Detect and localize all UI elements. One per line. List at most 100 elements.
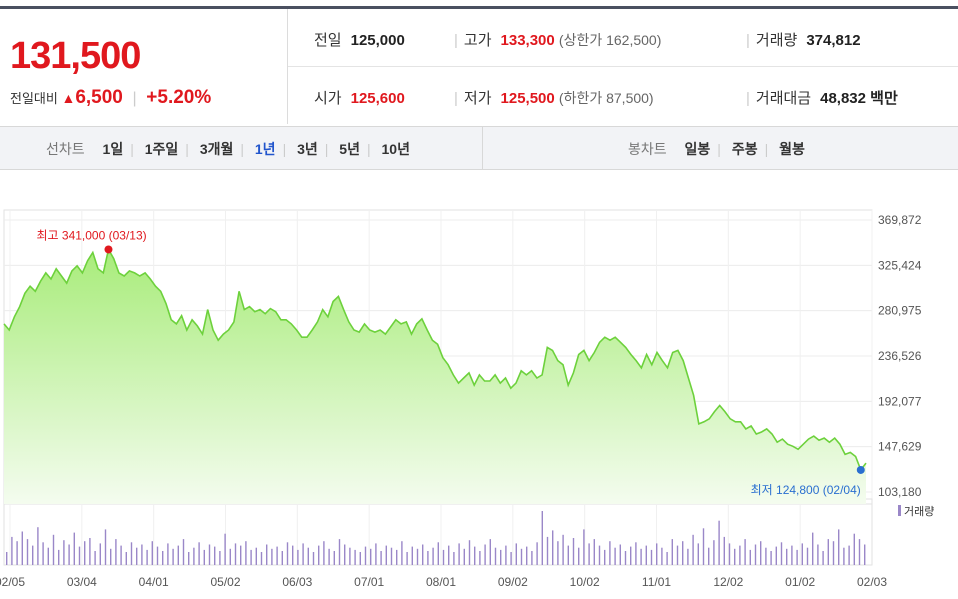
volume-bar (6, 552, 8, 565)
x-tick-label: 02/05 (0, 575, 25, 589)
volume-bar (505, 545, 507, 565)
upper-limit: (상한가 162,500) (558, 32, 662, 48)
volume-bar (234, 543, 237, 565)
tab-1year[interactable]: 1년 (254, 141, 276, 157)
volume-bar (650, 549, 653, 565)
volume-bar (531, 551, 533, 565)
volume-bar (16, 541, 18, 565)
x-tick-label: 01/02 (785, 575, 815, 589)
price-area (4, 249, 866, 504)
tab-daily[interactable]: 일봉 (684, 141, 711, 157)
volume-bar (224, 533, 226, 565)
volume-bar (151, 541, 153, 565)
volume-bar (266, 544, 268, 565)
y-axis-labels: 369,872 325,424 280,975 236,526 192,077 147,6… (878, 213, 922, 499)
volume-bar (468, 540, 471, 565)
tab-weekly[interactable]: 주봉 (731, 141, 758, 157)
volume-bar (635, 542, 637, 565)
volume-bar (422, 544, 424, 565)
volume-bar (68, 544, 70, 565)
high-point-marker (104, 245, 113, 254)
y-tick-label: 280,975 (878, 304, 922, 318)
volume-bar (708, 547, 710, 565)
price-change: 전일대비 ▲6,500 | +5.20% (10, 87, 211, 109)
open-label: 시가 (314, 90, 342, 107)
volume-bar (297, 549, 299, 565)
x-tick-label: 03/04 (67, 575, 97, 589)
volume-bar (578, 547, 580, 565)
change-separator: | (132, 90, 137, 107)
volume-bar (604, 549, 606, 565)
low-label: 저가 (463, 90, 492, 107)
y-tick-label: 103,180 (878, 485, 922, 499)
x-tick-label: 12/02 (713, 575, 743, 589)
volume-bar (302, 543, 304, 565)
volume-bar (162, 551, 164, 565)
volume-bar (250, 549, 252, 565)
volume-bar (448, 545, 450, 565)
volume-bar (141, 544, 143, 565)
volume-bar (812, 532, 814, 565)
volume-bar (94, 551, 96, 565)
volume-bar (806, 547, 809, 565)
volume-bar (21, 531, 23, 565)
price-line (3, 247, 867, 472)
price-box: 131,500 전일대비 ▲6,500 | +5.20% (0, 9, 288, 124)
x-tick-label: 02/03 (857, 575, 887, 589)
tab-10year[interactable]: 10년 (381, 141, 410, 157)
volume-bar (26, 539, 29, 565)
high-label: 고가 (463, 32, 492, 49)
volume-bar (588, 543, 590, 565)
volume-bar (401, 541, 403, 565)
volume-bar (791, 545, 793, 565)
volume-bar (42, 542, 44, 565)
volume-bar (323, 541, 325, 565)
volume-bar (364, 546, 367, 565)
volume-bar (229, 548, 231, 565)
volume-bar (858, 539, 861, 565)
volume-bar (624, 551, 627, 565)
tab-1day[interactable]: 1일 (102, 141, 124, 157)
volume-bar (718, 520, 720, 565)
top-border (0, 6, 958, 9)
y-tick-label: 369,872 (878, 213, 922, 227)
volume-bar (671, 539, 673, 565)
volume-bar (63, 540, 65, 565)
tab-5year[interactable]: 5년 (339, 141, 360, 157)
open-value: 125,600 (350, 90, 405, 107)
volume-bar (354, 549, 356, 565)
tab-3month[interactable]: 3개월 (199, 141, 234, 157)
volume-bar (78, 546, 81, 565)
candle-chart-label: 봉차트 (628, 141, 667, 157)
x-axis-labels: 02/05 03/04 04/01 05/02 06/03 07/01 08/01 09/02… (0, 575, 887, 589)
volume-bar (146, 549, 148, 565)
volume-bar (656, 543, 658, 565)
volume-label: 거래량 (755, 32, 798, 49)
volume-bar (749, 549, 751, 565)
volume-bar (723, 536, 725, 565)
volume-bar (281, 551, 283, 565)
change-label: 전일대비 (10, 91, 58, 106)
candle-chart-tabs: 봉차트 일봉 | 주봉 | 월봉 (628, 141, 805, 157)
tab-3year[interactable]: 3년 (297, 141, 318, 157)
extreme-markers: 최고 341,000 (03/13) 최저 124,800 (02/04) (36, 228, 865, 497)
volume-bar (630, 546, 632, 565)
volume-bar (713, 540, 715, 565)
tab-monthly[interactable]: 월봉 (779, 141, 805, 157)
volume-bar (172, 548, 174, 565)
volume-bar (58, 549, 60, 565)
volume-bar (240, 545, 242, 565)
tab-1week[interactable]: 1주일 (144, 141, 179, 157)
trade-amount: | 거래대금 48,832 백만 (746, 90, 898, 107)
y-tick-label: 325,424 (878, 258, 922, 272)
volume-bar (167, 543, 169, 565)
volume-bar (593, 539, 595, 565)
volume-bar (84, 541, 86, 565)
volume-bar (484, 544, 486, 565)
amount-label: 거래대금 (755, 90, 812, 107)
volume-bar (344, 544, 346, 565)
volume-bar (510, 552, 512, 565)
x-tick-label: 08/01 (426, 575, 456, 589)
high-value: 133,300 (500, 32, 555, 49)
volume-value: 374,812 (806, 32, 861, 49)
